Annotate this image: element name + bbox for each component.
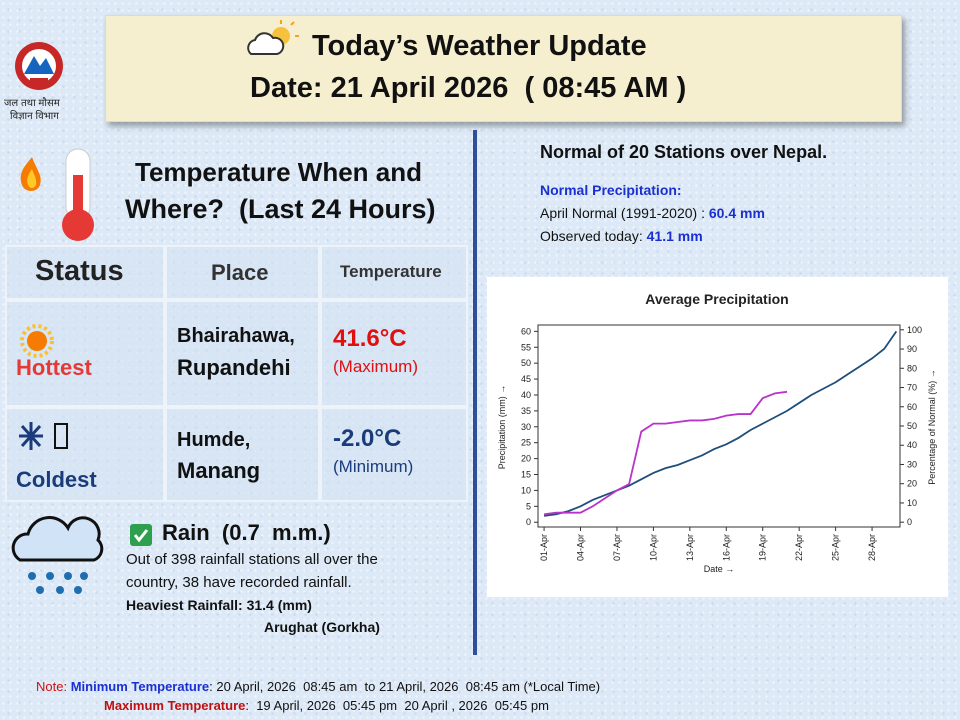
- heaviest-rainfall: Heaviest Rainfall: 31.4 (mm): [126, 597, 312, 613]
- logo-text: जल तथा मौसम: [4, 98, 60, 109]
- y2-tick-label: 30: [907, 459, 917, 469]
- line: [543, 330, 898, 517]
- place: Manang: [177, 458, 261, 483]
- y2-tick-label: 60: [907, 402, 917, 412]
- plot-frame: [537, 324, 901, 528]
- x-tick-label: 28-Apr: [867, 534, 877, 561]
- column-header: Status: [35, 255, 124, 287]
- normal-subtitle: Normal Precipitation:: [540, 182, 682, 198]
- check-icon: [130, 524, 152, 546]
- observed-label: Observed today:: [540, 228, 643, 244]
- y-tick-label: 10: [521, 485, 531, 495]
- y2-axis-label: Percentage of Normal (%) →: [927, 369, 937, 485]
- y-tick-label: 5: [526, 501, 531, 511]
- temperature-value: 41.6°C: [333, 325, 407, 352]
- y-axis-label: Precipitation (mm) →: [497, 385, 507, 470]
- weather-icon: [247, 20, 299, 55]
- divider: [473, 130, 477, 655]
- note-line: Maximum Temperature: 19 April, 2026 05:4…: [104, 698, 549, 713]
- place: Humde,: [177, 429, 251, 451]
- y2-tick-label: 20: [907, 479, 917, 489]
- x-tick-label: 25-Apr: [831, 534, 841, 561]
- y-tick-label: 40: [521, 390, 531, 400]
- normal-text: April Normal (1991-2020) : 60.4 mm: [540, 205, 765, 221]
- normal-title: Normal of 20 Stations over Nepal.: [540, 142, 828, 162]
- temperature-value: -2.0°C: [333, 425, 402, 452]
- x-tick-label: 04-Apr: [576, 534, 586, 561]
- rain-text: country, 38 have recorded rainfall.: [126, 574, 352, 591]
- note-min-label: Minimum Temperature: [70, 679, 210, 694]
- x-tick-label: 16-Apr: [721, 534, 731, 561]
- y2-tick-label: 100: [907, 325, 922, 335]
- status-label: Coldest: [16, 467, 97, 492]
- chart-title: Average Precipitation: [645, 291, 788, 307]
- y-tick-label: 0: [526, 517, 531, 527]
- y-tick-label: 50: [521, 358, 531, 368]
- logo: [15, 42, 63, 90]
- temperature-table: Status Place Temperature Hottest Bhairah…: [5, 245, 468, 502]
- section-heading: Where? (Last 24 Hours): [125, 194, 436, 224]
- x-axis-label: Date →: [704, 564, 735, 574]
- y-tick-label: 45: [521, 374, 531, 384]
- header-title: Today’s Weather Update: [312, 30, 647, 62]
- logo-text: विज्ञान विभाग: [10, 111, 59, 122]
- x-tick-label: 19-Apr: [758, 534, 768, 561]
- heaviest-place: Arughat (Gorkha): [264, 619, 380, 635]
- status-label: Hottest: [16, 355, 92, 380]
- note-max-text: : 19 April, 2026 05:45 pm 20 April , 202…: [245, 698, 549, 713]
- temperature-note: (Maximum): [333, 357, 418, 376]
- place: Rupandehi: [177, 355, 291, 380]
- thermometer-icon: [20, 148, 94, 241]
- rain-title: Rain (0.7 m.m.): [162, 520, 331, 545]
- x-tick-label: 13-Apr: [685, 534, 695, 561]
- normal-text: Observed today: 41.1 mm: [540, 228, 703, 244]
- header-date: Date: 21 April 2026 ( 08:45 AM ): [250, 72, 687, 104]
- line: [543, 390, 788, 516]
- sun-icon: [20, 324, 54, 358]
- note-max-label: Maximum Temperature: [104, 698, 246, 713]
- x-tick-label: 01-Apr: [539, 534, 549, 561]
- y2-tick-label: 40: [907, 440, 917, 450]
- april-normal-value: 60.4 mm: [708, 205, 765, 221]
- y-tick-label: 35: [521, 406, 531, 416]
- rain-text: Out of 398 rainfall stations all over th…: [126, 551, 378, 568]
- y2-tick-label: 90: [907, 344, 917, 354]
- x-tick-label: 22-Apr: [794, 534, 804, 561]
- y-tick-label: 55: [521, 342, 531, 352]
- rain-icon: [11, 516, 104, 594]
- y2-tick-label: 70: [907, 383, 917, 393]
- snow-icon: [19, 422, 68, 450]
- y-tick-label: 20: [521, 454, 531, 464]
- y-tick-label: 15: [521, 470, 531, 480]
- y-tick-label: 60: [521, 326, 531, 336]
- y2-tick-label: 0: [907, 517, 912, 527]
- place: Bhairahawa,: [177, 325, 295, 347]
- y2-tick-label: 50: [907, 421, 917, 431]
- column-header: Place: [211, 260, 269, 285]
- observed-value: 41.1 mm: [646, 228, 703, 244]
- note-label: Note:: [36, 679, 68, 694]
- y2-tick-label: 10: [907, 498, 917, 508]
- temperature-note: (Minimum): [333, 457, 414, 476]
- note-line: Note: Minimum Temperature: 20 April, 202…: [36, 679, 600, 694]
- april-normal-label: April Normal (1991-2020) :: [540, 205, 705, 221]
- x-tick-label: 10-Apr: [648, 534, 658, 561]
- y2-tick-label: 80: [907, 363, 917, 373]
- chart: Average Precipitation 0 5 10 15 20 25 30 35 40 45 5…: [487, 277, 948, 597]
- header: [105, 15, 902, 122]
- note-min-text: : 20 April, 2026 08:45 am to 21 April, 2…: [209, 679, 601, 694]
- x-tick-label: 07-Apr: [612, 534, 622, 561]
- y-tick-label: 30: [521, 422, 531, 432]
- column-header: Temperature: [340, 262, 442, 281]
- section-heading: Temperature When and: [135, 157, 423, 187]
- y-tick-label: 25: [521, 438, 531, 448]
